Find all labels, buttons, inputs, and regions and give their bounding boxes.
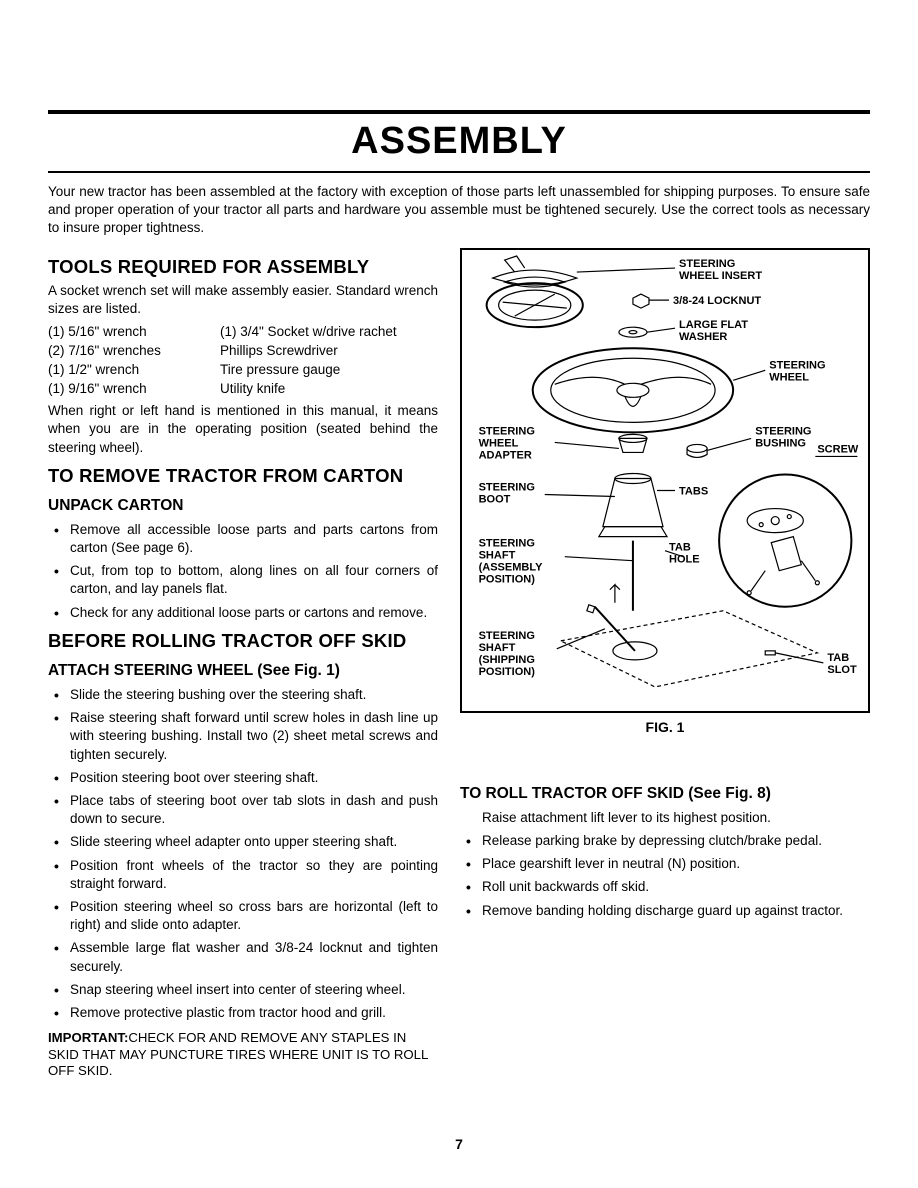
label-boot-1: STEERING <box>479 481 535 493</box>
rule-under-title <box>48 171 870 173</box>
rule-top <box>48 110 870 114</box>
list-item: Release parking brake by depressing clut… <box>460 832 870 850</box>
heading-tools: TOOLS REQUIRED FOR ASSEMBLY <box>48 256 438 278</box>
intro-paragraph: Your new tractor has been assembled at t… <box>48 183 870 238</box>
label-tabhole-2: HOLE <box>669 553 700 565</box>
label-tabs: TABS <box>679 485 708 497</box>
tool-cell: (1) 3/4" Socket w/drive rachet <box>220 324 438 339</box>
tools-grid: (1) 5/16" wrench (1) 3/4" Socket w/drive… <box>48 324 438 396</box>
list-item: Place gearshift lever in neutral (N) pos… <box>460 855 870 873</box>
roll-lead: Raise attachment lift lever to its highe… <box>460 809 870 827</box>
label-ship-4: POSITION) <box>479 666 536 678</box>
figure-1-svg: STEERING WHEEL INSERT 3/8-24 LOCKNUT LAR… <box>462 250 868 711</box>
label-washer-1: LARGE FLAT <box>679 319 748 331</box>
label-asm-1: STEERING <box>479 537 535 549</box>
list-item: Position front wheels of the tractor so … <box>48 857 438 893</box>
list-item: Assemble large flat washer and 3/8-24 lo… <box>48 939 438 975</box>
list-item: Slide the steering bushing over the stee… <box>48 686 438 704</box>
label-asm-4: POSITION) <box>479 573 536 585</box>
label-locknut: 3/8-24 LOCKNUT <box>673 295 761 307</box>
label-tabslot-2: SLOT <box>827 664 857 676</box>
right-column: STEERING WHEEL INSERT 3/8-24 LOCKNUT LAR… <box>460 248 870 1080</box>
list-item: Position steering wheel so cross bars ar… <box>48 898 438 934</box>
label-boot-2: BOOT <box>479 493 511 505</box>
list-item: Remove banding holding discharge guard u… <box>460 902 870 920</box>
list-item: Remove all accessible loose parts and pa… <box>48 521 438 557</box>
tool-cell: Tire pressure gauge <box>220 362 438 377</box>
label-screw: SCREW <box>817 443 859 455</box>
tool-cell: (2) 7/16" wrenches <box>48 343 208 358</box>
label-ship-3: (SHIPPING <box>479 654 535 666</box>
tool-cell: Phillips Screwdriver <box>220 343 438 358</box>
label-wheel-1: STEERING <box>769 359 825 371</box>
list-item: Check for any additional loose parts or … <box>48 604 438 622</box>
figure-1: STEERING WHEEL INSERT 3/8-24 LOCKNUT LAR… <box>460 248 870 713</box>
roll-list: Release parking brake by depressing clut… <box>460 832 870 920</box>
heading-before-rolling: BEFORE ROLLING TRACTOR OFF SKID <box>48 630 438 652</box>
label-washer-2: WASHER <box>679 331 727 343</box>
label-adapter-2: WHEEL <box>479 437 519 449</box>
list-item: Cut, from top to bottom, along lines on … <box>48 562 438 598</box>
page-number: 7 <box>0 1136 918 1152</box>
attach-list: Slide the steering bushing over the stee… <box>48 686 438 1023</box>
tools-intro: A socket wrench set will make assembly e… <box>48 282 438 318</box>
label-adapter-3: ADAPTER <box>479 449 532 461</box>
label-adapter-1: STEERING <box>479 425 535 437</box>
heading-remove: TO REMOVE TRACTOR FROM CARTON <box>48 465 438 487</box>
label-tabhole-1: TAB <box>669 541 691 553</box>
list-item: Slide steering wheel adapter onto upper … <box>48 833 438 851</box>
tool-cell: (1) 5/16" wrench <box>48 324 208 339</box>
tool-cell: (1) 1/2" wrench <box>48 362 208 377</box>
list-item: Remove protective plastic from tractor h… <box>48 1004 438 1022</box>
list-item: Roll unit backwards off skid. <box>460 878 870 896</box>
two-column-layout: TOOLS REQUIRED FOR ASSEMBLY A socket wre… <box>48 248 870 1080</box>
list-item: Place tabs of steering boot over tab slo… <box>48 792 438 828</box>
list-item: Position steering boot over steering sha… <box>48 769 438 787</box>
label-wheel-2: WHEEL <box>769 371 809 383</box>
heading-unpack: UNPACK CARTON <box>48 497 438 515</box>
list-item: Raise steering shaft forward until screw… <box>48 709 438 764</box>
tool-cell: Utility knife <box>220 381 438 396</box>
label-ship-2: SHAFT <box>479 642 516 654</box>
figure-1-caption: FIG. 1 <box>460 719 870 735</box>
label-bushing-1: STEERING <box>755 425 811 437</box>
important-note: IMPORTANT:CHECK FOR AND REMOVE ANY STAPL… <box>48 1030 438 1080</box>
label-insert-2: WHEEL INSERT <box>679 270 762 282</box>
unpack-list: Remove all accessible loose parts and pa… <box>48 521 438 622</box>
label-asm-3: (ASSEMBLY <box>479 561 544 573</box>
left-column: TOOLS REQUIRED FOR ASSEMBLY A socket wre… <box>48 248 438 1080</box>
label-bushing-2: BUSHING <box>755 437 806 449</box>
hand-note: When right or left hand is mentioned in … <box>48 402 438 457</box>
heading-attach-wheel: ATTACH STEERING WHEEL (See Fig. 1) <box>48 662 438 680</box>
label-ship-1: STEERING <box>479 629 535 641</box>
heading-roll-off: TO ROLL TRACTOR OFF SKID (See Fig. 8) <box>460 785 870 803</box>
tool-cell: (1) 9/16" wrench <box>48 381 208 396</box>
page-title: ASSEMBLY <box>48 120 870 163</box>
important-lead: IMPORTANT: <box>48 1030 128 1045</box>
label-tabslot-1: TAB <box>827 652 849 664</box>
list-item: Snap steering wheel insert into center o… <box>48 981 438 999</box>
label-asm-2: SHAFT <box>479 549 516 561</box>
label-insert-1: STEERING <box>679 258 735 270</box>
